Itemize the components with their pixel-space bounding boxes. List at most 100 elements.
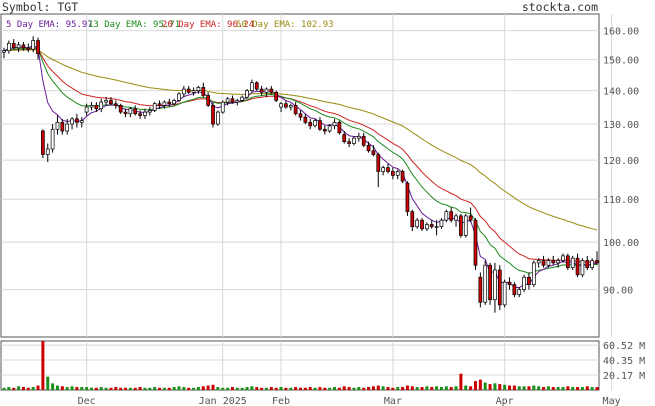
candle: [463, 213, 468, 238]
candle-body: [356, 135, 361, 139]
candle: [274, 90, 279, 103]
volume-bar: [230, 387, 234, 390]
volume-bar: [488, 384, 492, 390]
candle-body: [565, 255, 570, 268]
legend-item: 20 Day EMA: 96.24: [162, 20, 254, 30]
candle-body: [240, 96, 245, 101]
volume-bar: [590, 387, 594, 390]
candle: [143, 108, 147, 119]
candle: [254, 81, 259, 91]
candle-body: [527, 276, 531, 285]
volume-bar: [508, 385, 512, 390]
candle-body: [206, 95, 210, 106]
candle-body: [429, 224, 434, 228]
candle: [371, 145, 376, 157]
candle-body: [468, 215, 473, 221]
volume-bar: [216, 387, 220, 390]
volume-bar: [46, 376, 50, 390]
candle-body: [395, 171, 400, 176]
volume-bar: [512, 385, 516, 390]
volume-bar: [51, 383, 55, 390]
candle-body: [517, 289, 522, 295]
candle-body: [347, 141, 351, 144]
candle: [16, 41, 21, 53]
price-tick-label: 110.00: [603, 195, 639, 206]
volume-bar: [371, 386, 375, 390]
candle-body: [133, 108, 138, 115]
volume-bar: [396, 387, 400, 390]
candle-body: [157, 103, 162, 106]
candle-body: [536, 260, 541, 264]
candle: [152, 102, 157, 113]
candle-body: [279, 103, 283, 108]
candle: [585, 255, 590, 270]
x-tick-label: Mar: [384, 396, 402, 406]
volume-bar: [328, 387, 332, 390]
legend-item: 13 Day EMA: 95.71: [88, 20, 180, 30]
candle: [522, 274, 526, 293]
candle: [561, 253, 565, 263]
candle: [395, 169, 400, 180]
volume-bar: [352, 387, 356, 390]
candle: [65, 118, 70, 135]
candle: [245, 89, 249, 99]
x-tick-label: Apr: [496, 396, 514, 406]
candle-body: [361, 135, 366, 146]
candle-body: [41, 130, 45, 155]
volume-bar: [517, 386, 521, 390]
candle-body: [113, 103, 118, 106]
candle-body: [65, 123, 70, 132]
candle: [191, 87, 196, 96]
candle: [551, 255, 556, 266]
candle-body: [250, 82, 254, 92]
candle: [79, 117, 84, 128]
volume-bar: [2, 387, 6, 390]
candle: [381, 165, 385, 176]
candle: [570, 255, 575, 270]
volume-bar: [94, 387, 98, 390]
volume-bar: [469, 386, 473, 390]
volume-bar: [323, 387, 327, 390]
candle: [493, 262, 497, 313]
candle: [420, 218, 424, 232]
candle-body: [410, 211, 415, 228]
volume-bar: [337, 387, 341, 390]
volume-bar: [289, 387, 293, 390]
candle-body: [313, 120, 317, 127]
candle-body: [31, 40, 36, 50]
candle: [293, 102, 298, 116]
candle-body: [147, 110, 152, 113]
volume-bar: [537, 386, 541, 390]
volume-bar: [464, 385, 468, 390]
volume-bar: [177, 386, 181, 390]
price-grid: [1, 14, 613, 337]
candle: [147, 107, 152, 116]
candle: [41, 129, 45, 159]
candle: [454, 213, 458, 227]
candle-body: [585, 260, 590, 268]
candle: [565, 253, 570, 270]
candle: [279, 102, 283, 113]
candle: [332, 118, 337, 130]
candle-body: [245, 90, 249, 98]
candle-body: [400, 171, 405, 182]
candle: [595, 251, 599, 266]
volume-bar: [70, 386, 74, 390]
candle-body: [181, 88, 186, 95]
candle: [26, 43, 31, 53]
volume-bar: [415, 387, 419, 390]
x-tick-label: Feb: [272, 396, 290, 406]
candle-body: [2, 50, 6, 53]
candle: [478, 272, 483, 308]
candle: [196, 85, 201, 94]
volume-bar: [80, 387, 84, 390]
candle: [201, 82, 206, 98]
candle-body: [298, 113, 303, 118]
volume-bar: [211, 384, 215, 390]
candle-body: [201, 87, 206, 96]
candle-body: [143, 111, 147, 116]
candle-body: [109, 100, 113, 105]
candle-body: [128, 108, 133, 115]
candle: [31, 36, 36, 53]
candle: [235, 98, 240, 106]
